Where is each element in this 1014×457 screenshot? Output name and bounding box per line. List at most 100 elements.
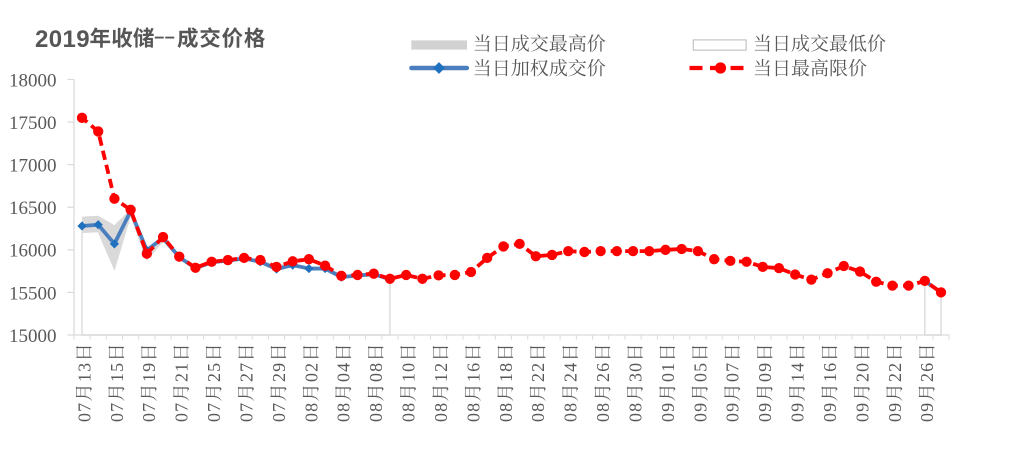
svg-text:8: 8 <box>496 403 516 412</box>
svg-text:6: 6 <box>820 363 840 372</box>
svg-text:9: 9 <box>820 403 840 412</box>
svg-text:0: 0 <box>334 373 354 382</box>
svg-text:2: 2 <box>236 373 256 382</box>
svg-text:4: 4 <box>788 363 808 372</box>
svg-text:18000: 18000 <box>9 70 57 91</box>
svg-text:9: 9 <box>755 363 775 372</box>
svg-text:––: –– <box>154 27 175 47</box>
svg-text:8: 8 <box>463 403 483 412</box>
svg-text:6: 6 <box>917 363 937 372</box>
svg-text:5: 5 <box>690 363 710 372</box>
svg-text:2: 2 <box>528 373 548 382</box>
svg-text:4: 4 <box>561 363 581 372</box>
svg-text:1: 1 <box>658 363 678 372</box>
svg-text:8: 8 <box>399 403 419 412</box>
svg-text:7: 7 <box>236 403 256 412</box>
svg-text:17500: 17500 <box>9 113 57 134</box>
svg-text:16500: 16500 <box>9 198 57 219</box>
svg-text:9: 9 <box>917 403 937 412</box>
svg-text:1: 1 <box>107 373 127 382</box>
svg-text:0: 0 <box>463 413 483 422</box>
svg-text:0: 0 <box>755 373 775 382</box>
svg-text:8: 8 <box>366 363 386 372</box>
svg-text:8: 8 <box>366 403 386 412</box>
svg-text:7: 7 <box>172 403 192 412</box>
svg-text:7: 7 <box>107 403 127 412</box>
svg-text:0: 0 <box>496 413 516 422</box>
svg-text:2: 2 <box>593 373 613 382</box>
svg-text:0: 0 <box>301 413 321 422</box>
svg-text:2019: 2019 <box>35 26 90 53</box>
svg-text:7: 7 <box>204 403 224 412</box>
svg-text:1: 1 <box>788 373 808 382</box>
svg-text:1: 1 <box>139 373 159 382</box>
svg-text:7: 7 <box>139 403 159 412</box>
svg-text:2: 2 <box>885 373 905 382</box>
svg-text:9: 9 <box>885 403 905 412</box>
svg-text:8: 8 <box>561 403 581 412</box>
svg-text:8: 8 <box>431 403 451 412</box>
svg-text:0: 0 <box>723 413 743 422</box>
svg-text:8: 8 <box>528 403 548 412</box>
svg-text:0: 0 <box>301 373 321 382</box>
svg-text:0: 0 <box>852 363 872 372</box>
svg-text:7: 7 <box>269 403 289 412</box>
svg-text:2: 2 <box>852 373 872 382</box>
svg-text:2: 2 <box>885 363 905 372</box>
svg-text:1: 1 <box>820 373 840 382</box>
svg-text:2: 2 <box>301 363 321 372</box>
svg-text:16000: 16000 <box>9 241 57 262</box>
svg-text:0: 0 <box>172 413 192 422</box>
svg-text:0: 0 <box>334 413 354 422</box>
svg-text:9: 9 <box>139 363 159 372</box>
svg-text:6: 6 <box>463 363 483 372</box>
svg-text:0: 0 <box>561 413 581 422</box>
svg-text:0: 0 <box>917 413 937 422</box>
svg-text:9: 9 <box>269 363 289 372</box>
svg-text:1: 1 <box>431 373 451 382</box>
svg-text:9: 9 <box>723 403 743 412</box>
svg-text:1: 1 <box>399 373 419 382</box>
svg-text:2: 2 <box>528 363 548 372</box>
svg-text:1: 1 <box>463 373 483 382</box>
svg-text:0: 0 <box>625 413 645 422</box>
svg-text:0: 0 <box>399 413 419 422</box>
svg-text:0: 0 <box>431 413 451 422</box>
svg-text:0: 0 <box>690 413 710 422</box>
svg-text:0: 0 <box>74 413 94 422</box>
svg-text:0: 0 <box>139 413 159 422</box>
svg-text:4: 4 <box>334 363 354 372</box>
svg-text:0: 0 <box>528 413 548 422</box>
svg-text:1: 1 <box>172 363 192 372</box>
svg-text:0: 0 <box>885 413 905 422</box>
svg-text:15000: 15000 <box>9 326 57 347</box>
svg-text:0: 0 <box>399 363 419 372</box>
svg-text:17000: 17000 <box>9 156 57 177</box>
svg-text:0: 0 <box>820 413 840 422</box>
svg-text:7: 7 <box>74 403 94 412</box>
svg-text:0: 0 <box>690 373 710 382</box>
svg-text:0: 0 <box>107 413 127 422</box>
svg-text:1: 1 <box>496 373 516 382</box>
svg-text:0: 0 <box>366 373 386 382</box>
svg-text:9: 9 <box>852 403 872 412</box>
svg-text:0: 0 <box>269 413 289 422</box>
svg-text:2: 2 <box>269 373 289 382</box>
svg-text:1: 1 <box>74 373 94 382</box>
svg-text:0: 0 <box>366 413 386 422</box>
svg-text:0: 0 <box>658 413 678 422</box>
svg-text:8: 8 <box>496 363 516 372</box>
svg-text:9: 9 <box>690 403 710 412</box>
svg-text:2: 2 <box>917 373 937 382</box>
svg-text:2: 2 <box>561 373 581 382</box>
svg-text:8: 8 <box>301 403 321 412</box>
svg-text:0: 0 <box>204 413 224 422</box>
svg-text:0: 0 <box>658 373 678 382</box>
svg-text:3: 3 <box>625 373 645 382</box>
svg-text:5: 5 <box>107 363 127 372</box>
svg-text:5: 5 <box>204 363 224 372</box>
svg-text:8: 8 <box>625 403 645 412</box>
svg-text:2: 2 <box>431 363 451 372</box>
svg-text:0: 0 <box>755 413 775 422</box>
svg-text:8: 8 <box>593 403 613 412</box>
